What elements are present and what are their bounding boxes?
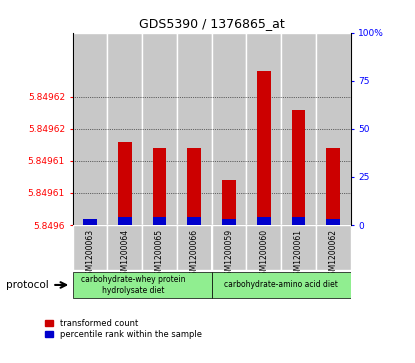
- Bar: [257, 217, 271, 225]
- Bar: [326, 219, 340, 225]
- Bar: [142, 225, 177, 270]
- Text: GSM1200064: GSM1200064: [120, 229, 129, 280]
- Text: GSM1200065: GSM1200065: [155, 229, 164, 280]
- Bar: [73, 225, 107, 270]
- Bar: [212, 272, 368, 298]
- Bar: [177, 225, 212, 270]
- Text: carbohydrate-amino acid diet: carbohydrate-amino acid diet: [224, 281, 338, 289]
- Text: GSM1200060: GSM1200060: [259, 229, 268, 280]
- Bar: [83, 219, 97, 225]
- Bar: [281, 33, 316, 225]
- Text: protocol: protocol: [6, 280, 49, 290]
- Bar: [187, 217, 201, 225]
- Bar: [212, 33, 247, 225]
- Bar: [107, 33, 142, 225]
- Bar: [118, 142, 132, 225]
- Bar: [247, 225, 281, 270]
- Bar: [281, 225, 316, 270]
- Bar: [222, 219, 236, 225]
- Bar: [107, 225, 142, 270]
- Bar: [142, 33, 177, 225]
- Bar: [177, 33, 212, 225]
- Bar: [247, 33, 281, 225]
- Bar: [153, 148, 166, 225]
- Legend: transformed count, percentile rank within the sample: transformed count, percentile rank withi…: [42, 316, 205, 342]
- Text: GSM1200062: GSM1200062: [329, 229, 338, 280]
- Bar: [73, 33, 107, 225]
- Bar: [118, 217, 132, 225]
- Bar: [212, 225, 247, 270]
- Bar: [292, 110, 305, 225]
- Bar: [257, 71, 271, 225]
- Bar: [222, 180, 236, 225]
- Bar: [153, 217, 166, 225]
- Text: GSM1200061: GSM1200061: [294, 229, 303, 280]
- Title: GDS5390 / 1376865_at: GDS5390 / 1376865_at: [139, 17, 285, 30]
- Bar: [292, 217, 305, 225]
- Bar: [316, 225, 351, 270]
- Text: GSM1200066: GSM1200066: [190, 229, 199, 280]
- Bar: [316, 33, 351, 225]
- Text: GSM1200059: GSM1200059: [225, 229, 234, 280]
- Bar: [187, 148, 201, 225]
- Bar: [326, 148, 340, 225]
- Text: GSM1200063: GSM1200063: [85, 229, 95, 280]
- Bar: [73, 272, 212, 298]
- Text: carbohydrate-whey protein
hydrolysate diet: carbohydrate-whey protein hydrolysate di…: [81, 275, 186, 295]
